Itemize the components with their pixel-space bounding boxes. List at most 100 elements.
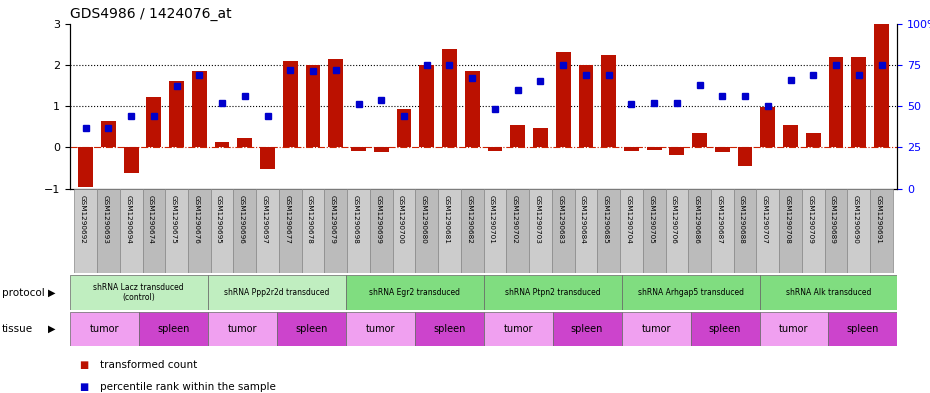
Text: GSM1290674: GSM1290674 bbox=[148, 195, 153, 244]
Bar bbox=[97, 189, 120, 273]
Bar bbox=[207, 275, 346, 310]
Text: GSM1290685: GSM1290685 bbox=[603, 195, 608, 244]
Bar bbox=[646, 147, 661, 150]
Bar bbox=[207, 312, 276, 346]
Bar bbox=[147, 97, 161, 147]
Text: GSM1290686: GSM1290686 bbox=[694, 195, 699, 244]
Text: tissue: tissue bbox=[2, 324, 33, 334]
Bar bbox=[442, 49, 457, 147]
Bar bbox=[670, 147, 684, 155]
Bar bbox=[829, 312, 897, 346]
Bar bbox=[690, 312, 760, 346]
Bar bbox=[325, 189, 347, 273]
Bar bbox=[396, 109, 411, 147]
Text: GSM1290675: GSM1290675 bbox=[170, 195, 177, 244]
Text: GSM1290705: GSM1290705 bbox=[648, 195, 654, 244]
Text: transformed count: transformed count bbox=[100, 360, 197, 371]
Text: spleen: spleen bbox=[295, 324, 327, 334]
Text: GSM1290692: GSM1290692 bbox=[80, 195, 86, 244]
Bar bbox=[215, 142, 230, 147]
Text: tumor: tumor bbox=[89, 324, 119, 334]
Bar bbox=[70, 275, 207, 310]
Text: percentile rank within the sample: percentile rank within the sample bbox=[100, 382, 275, 392]
Bar bbox=[438, 189, 461, 273]
Bar bbox=[851, 57, 866, 147]
Text: ▶: ▶ bbox=[48, 288, 56, 298]
Text: GSM1290689: GSM1290689 bbox=[830, 195, 836, 244]
Bar bbox=[575, 189, 597, 273]
Bar bbox=[688, 189, 711, 273]
Bar bbox=[484, 312, 552, 346]
Text: spleen: spleen bbox=[157, 324, 190, 334]
Text: GSM1290706: GSM1290706 bbox=[671, 195, 677, 244]
Bar bbox=[419, 65, 434, 147]
Bar bbox=[802, 189, 825, 273]
Text: GSM1290679: GSM1290679 bbox=[330, 195, 336, 244]
Bar bbox=[415, 312, 484, 346]
Bar bbox=[346, 312, 415, 346]
Bar bbox=[301, 189, 325, 273]
Bar bbox=[233, 189, 256, 273]
Text: GSM1290684: GSM1290684 bbox=[580, 195, 586, 244]
Bar bbox=[734, 189, 756, 273]
Bar bbox=[279, 189, 301, 273]
Bar bbox=[806, 133, 820, 147]
Text: GSM1290709: GSM1290709 bbox=[807, 195, 814, 244]
Bar bbox=[484, 189, 506, 273]
Text: shRNA Alk transduced: shRNA Alk transduced bbox=[786, 288, 871, 297]
Bar bbox=[461, 189, 484, 273]
Bar bbox=[829, 57, 844, 147]
Text: tumor: tumor bbox=[779, 324, 809, 334]
Bar bbox=[237, 138, 252, 147]
Bar bbox=[597, 189, 620, 273]
Text: GSM1290702: GSM1290702 bbox=[512, 195, 518, 244]
Bar bbox=[602, 55, 616, 147]
Text: GSM1290701: GSM1290701 bbox=[489, 195, 495, 244]
Text: ▶: ▶ bbox=[48, 324, 56, 334]
Text: tumor: tumor bbox=[642, 324, 671, 334]
Bar bbox=[711, 189, 734, 273]
Bar bbox=[621, 275, 760, 310]
Bar bbox=[70, 312, 139, 346]
Bar bbox=[188, 189, 211, 273]
Text: GSM1290678: GSM1290678 bbox=[307, 195, 313, 244]
Text: GSM1290708: GSM1290708 bbox=[785, 195, 790, 244]
Bar bbox=[760, 312, 829, 346]
Text: spleen: spleen bbox=[709, 324, 741, 334]
Bar bbox=[166, 189, 188, 273]
Bar bbox=[760, 275, 897, 310]
Bar bbox=[256, 189, 279, 273]
Bar bbox=[825, 189, 847, 273]
Bar bbox=[142, 189, 166, 273]
Text: GSM1290698: GSM1290698 bbox=[352, 195, 359, 244]
Bar bbox=[715, 147, 730, 152]
Bar bbox=[756, 189, 779, 273]
Text: tumor: tumor bbox=[503, 324, 533, 334]
Bar bbox=[624, 147, 639, 151]
Bar bbox=[484, 275, 621, 310]
Bar bbox=[870, 189, 893, 273]
Bar bbox=[211, 189, 233, 273]
Text: GSM1290687: GSM1290687 bbox=[716, 195, 723, 244]
Text: ■: ■ bbox=[79, 360, 88, 371]
Text: shRNA Lacz transduced
(control): shRNA Lacz transduced (control) bbox=[93, 283, 184, 303]
Bar bbox=[533, 128, 548, 147]
Text: GSM1290677: GSM1290677 bbox=[285, 195, 290, 244]
Text: GDS4986 / 1424076_at: GDS4986 / 1424076_at bbox=[70, 7, 232, 21]
Bar bbox=[374, 147, 389, 152]
Bar bbox=[511, 125, 525, 147]
Text: shRNA Egr2 transduced: shRNA Egr2 transduced bbox=[369, 288, 460, 297]
Bar bbox=[124, 147, 139, 173]
Text: tumor: tumor bbox=[228, 324, 257, 334]
Bar bbox=[552, 312, 621, 346]
Bar bbox=[283, 61, 298, 147]
Text: GSM1290707: GSM1290707 bbox=[762, 195, 768, 244]
Bar bbox=[620, 189, 643, 273]
Bar bbox=[352, 147, 365, 151]
Text: shRNA Ptpn2 transduced: shRNA Ptpn2 transduced bbox=[505, 288, 601, 297]
Text: GSM1290681: GSM1290681 bbox=[444, 195, 449, 244]
Text: spleen: spleen bbox=[433, 324, 465, 334]
Text: spleen: spleen bbox=[847, 324, 879, 334]
Bar bbox=[101, 121, 116, 147]
Text: shRNA Ppp2r2d transduced: shRNA Ppp2r2d transduced bbox=[224, 288, 329, 297]
